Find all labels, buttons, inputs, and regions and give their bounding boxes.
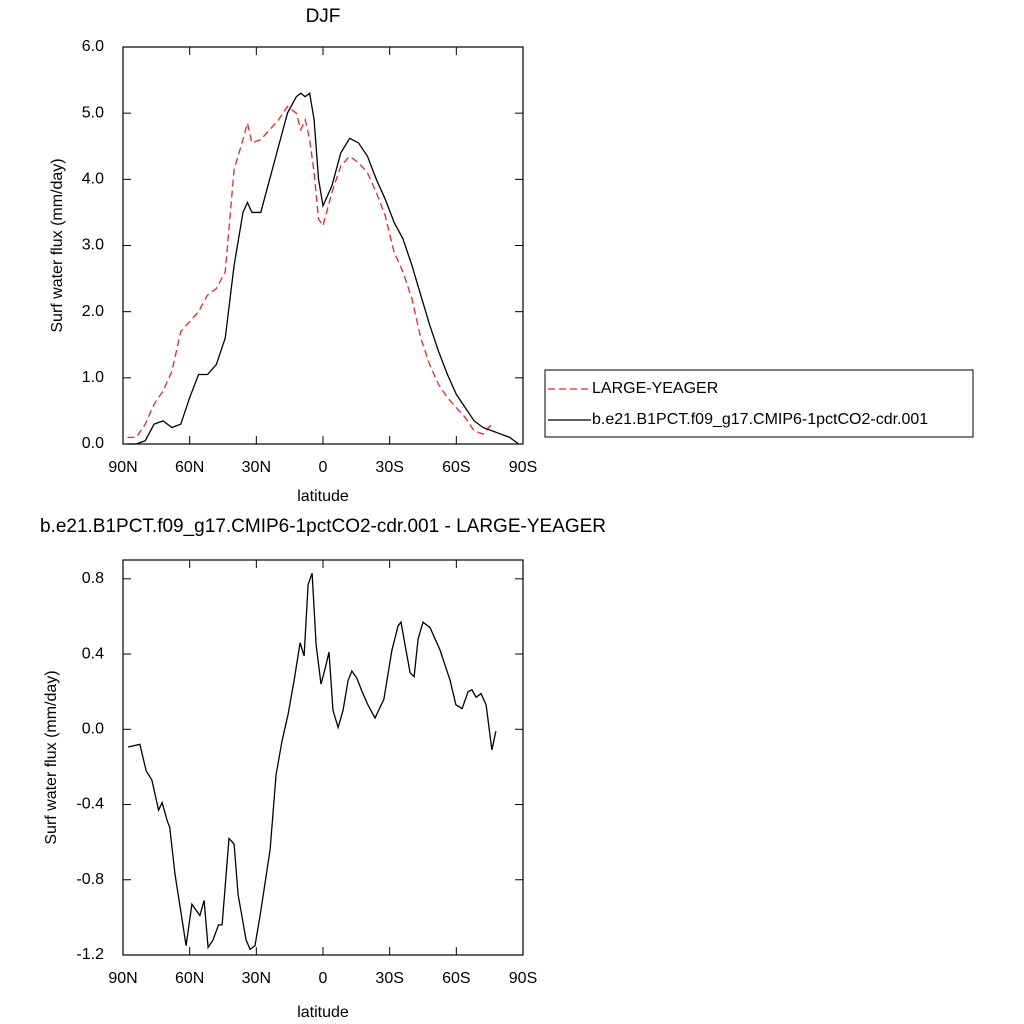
x-tick-label: 90S (509, 970, 537, 987)
legend-box (544, 369, 974, 438)
y-tick-label: 6.0 (82, 38, 104, 55)
chart-title: DJF (306, 6, 341, 27)
y-tick-label: -1.2 (76, 946, 104, 963)
y-tick-label: 0.4 (82, 645, 104, 662)
y-tick-label: 0.0 (82, 435, 104, 452)
x-axis-label: latitude (297, 1004, 349, 1021)
chart-title: b.e21.B1PCT.f09_g17.CMIP6-1pctCO2-cdr.00… (40, 516, 606, 537)
plot-frame (122, 46, 524, 445)
y-tick-label: 1.0 (82, 369, 104, 386)
y-tick-label: 3.0 (82, 237, 104, 254)
data-line (127, 572, 497, 951)
plot-frame (122, 559, 524, 956)
y-tick-label: -0.4 (76, 796, 104, 813)
data-line (127, 105, 493, 439)
x-tick-label: 0 (319, 970, 328, 987)
x-tick-label: 60N (175, 459, 204, 476)
y-tick-label: 0.0 (82, 721, 104, 738)
data-line (127, 92, 519, 445)
y-tick-label: 4.0 (82, 171, 104, 188)
y-tick-label: 0.8 (82, 570, 104, 587)
x-tick-label: 90S (509, 459, 537, 476)
x-tick-label: 60S (442, 970, 470, 987)
x-tick-label: 30S (375, 459, 403, 476)
legend-label: LARGE-YEAGER (592, 380, 718, 397)
y-axis-label: Surf water flux (mm/day) (43, 670, 60, 844)
y-tick-label: -0.8 (76, 871, 104, 888)
legend-label: b.e21.B1PCT.f09_g17.CMIP6-1pctCO2-cdr.00… (592, 411, 928, 428)
x-tick-label: 60S (442, 459, 470, 476)
x-tick-label: 30N (242, 459, 271, 476)
y-tick-label: 5.0 (82, 104, 104, 121)
x-tick-label: 30N (242, 970, 271, 987)
y-tick-label: 2.0 (82, 303, 104, 320)
x-tick-label: 30S (375, 970, 403, 987)
x-tick-label: 90N (108, 970, 137, 987)
x-tick-label: 60N (175, 970, 204, 987)
x-tick-label: 0 (319, 459, 328, 476)
x-axis-label: latitude (297, 488, 349, 505)
x-tick-label: 90N (108, 459, 137, 476)
y-axis-label: Surf water flux (mm/day) (49, 158, 66, 332)
